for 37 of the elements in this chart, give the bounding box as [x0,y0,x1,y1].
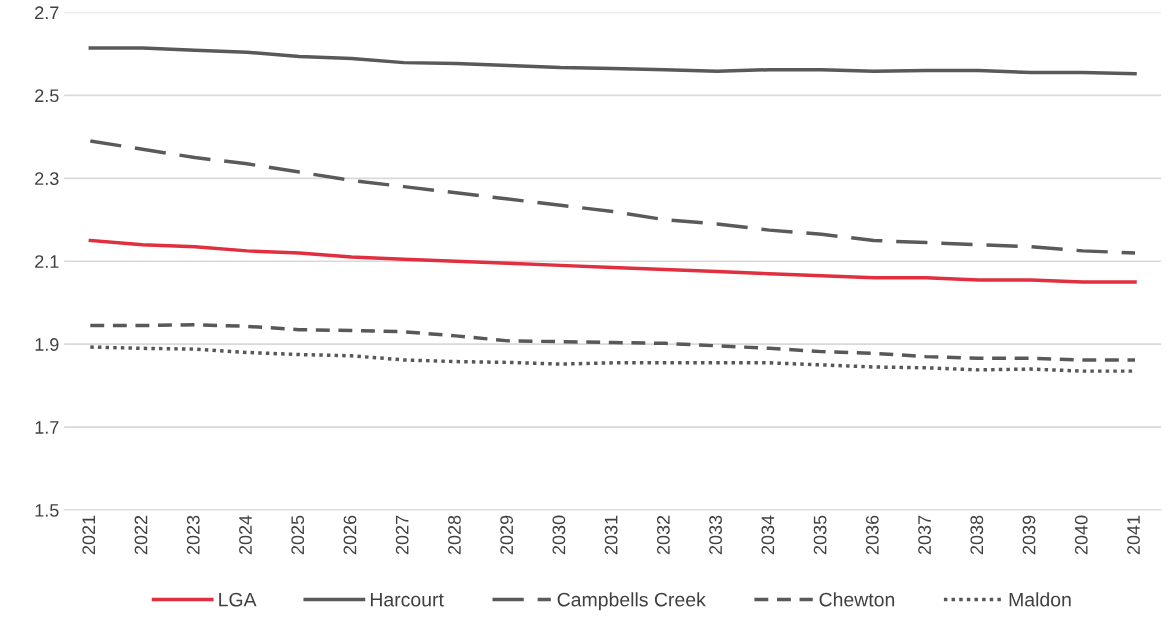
x-tick-label: 2033 [709,515,722,555]
y-tick-label: 1.5 [35,504,59,517]
x-tick-label: 2029 [500,515,514,555]
line-series [88,238,1137,284]
x-tick-label: 2023 [186,515,200,555]
x-tick-label: 2021 [82,515,96,555]
x-tick-label: 2039 [1022,515,1036,555]
x-tick-label: 2024 [239,515,252,555]
x-tick-label: 2037 [918,515,931,555]
x-tick-label: 2036 [865,515,879,555]
x-tick-label: 2032 [656,515,670,555]
y-tick-label: 2.7 [35,6,59,19]
x-tick-label: 2022 [134,515,148,555]
x-tick-label: 2027 [395,515,409,555]
x-tick-label: 2026 [343,515,357,555]
line-series [88,139,1137,255]
y-tick-label: 2.3 [35,172,59,186]
x-tick-label: 2041 [1127,515,1140,555]
x-tick-label: 2025 [291,515,305,555]
y-tick-label: 1.7 [35,421,59,434]
legend-label: Harcourt [370,592,444,607]
x-tick-label: 2038 [970,515,984,555]
legend-label: LGA [219,592,257,607]
x-tick-label: 2035 [813,515,827,555]
x-tick-label: 2030 [552,515,566,555]
line-series [88,322,1137,362]
legend-label: Chewton [819,592,895,607]
x-tick-label: 2040 [1074,515,1088,555]
legend-label: Maldon [1009,592,1071,607]
y-tick-label: 2.5 [35,89,59,103]
x-tick-label: 2028 [448,515,461,555]
y-tick-label: 1.9 [35,338,59,351]
x-tick-label: 2034 [761,515,775,555]
legend-label: Campbells Creek [557,592,706,611]
line-series [88,46,1137,76]
x-tick-label: 2031 [604,515,618,555]
y-tick-label: 2.1 [35,255,59,268]
